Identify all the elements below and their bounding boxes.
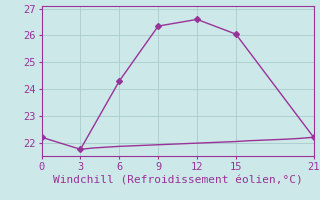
X-axis label: Windchill (Refroidissement éolien,°C): Windchill (Refroidissement éolien,°C) (53, 176, 302, 186)
